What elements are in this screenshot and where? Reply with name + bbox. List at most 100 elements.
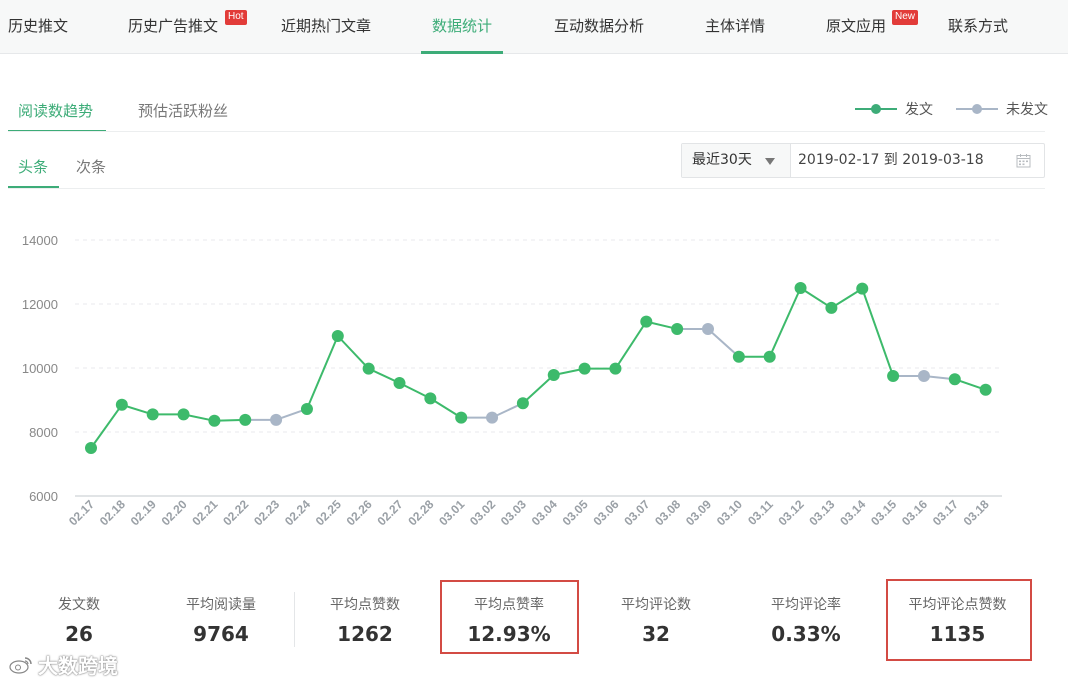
x-tick-label: 02.20 bbox=[159, 497, 190, 528]
x-tick-label: 03.09 bbox=[683, 497, 714, 528]
data-point-posted bbox=[732, 350, 745, 363]
series-line-segment bbox=[768, 287, 802, 358]
x-tick-label: 02.19 bbox=[128, 497, 159, 528]
nav-label: 主体详情 bbox=[705, 17, 766, 35]
x-tick-label: 03.15 bbox=[868, 497, 899, 528]
nav-hot-articles[interactable]: 近期热门文章 bbox=[281, 0, 371, 54]
tab-headline[interactable]: 头条 bbox=[18, 158, 49, 176]
series-line-segment bbox=[522, 374, 555, 404]
x-tick-label: 02.18 bbox=[97, 497, 128, 528]
x-tick-label: 03.05 bbox=[560, 497, 591, 528]
x-tick-label: 03.02 bbox=[467, 497, 498, 528]
stat-label: 平均评论数 bbox=[621, 597, 691, 613]
x-tick-label: 03.01 bbox=[436, 497, 467, 528]
divider bbox=[8, 131, 1045, 132]
x-tick-label: 02.27 bbox=[374, 497, 405, 528]
date-range-input[interactable]: 2019-02-17 到 2019-03-18 bbox=[798, 152, 984, 168]
tab-active-fans[interactable]: 预估活跃粉丝 bbox=[138, 102, 229, 120]
nav-label: 历史推文 bbox=[8, 17, 69, 35]
calendar-icon[interactable] bbox=[1016, 153, 1031, 168]
data-point-posted bbox=[856, 282, 869, 295]
x-tick-label: 02.22 bbox=[220, 497, 251, 528]
stat-label: 平均评论点赞数 bbox=[908, 597, 1007, 613]
nav-label: 历史广告推文 bbox=[128, 17, 219, 35]
legend-posted: 发文 bbox=[855, 99, 933, 119]
x-tick-label: 02.26 bbox=[344, 497, 375, 528]
nav-history-posts[interactable]: 历史推文 bbox=[8, 0, 68, 54]
series-line-segment bbox=[800, 287, 832, 309]
x-tick-label: 02.24 bbox=[282, 497, 313, 528]
x-tick-label: 03.04 bbox=[529, 497, 560, 528]
watermark: 大数跨境 bbox=[8, 650, 118, 679]
data-point-posted bbox=[177, 408, 190, 421]
nav-label: 数据统计 bbox=[432, 17, 493, 35]
stat-avg-comments: 平均评论数 32 bbox=[606, 594, 706, 646]
secondary-tab-underline bbox=[8, 186, 59, 188]
x-tick-label: 03.06 bbox=[590, 497, 621, 528]
nav-contact[interactable]: 联系方式 bbox=[948, 0, 1008, 54]
series-line-segment bbox=[614, 321, 648, 370]
highlight-box-comment-likes bbox=[886, 579, 1032, 661]
stat-value: 9764 bbox=[193, 622, 249, 646]
x-tick-label: 03.08 bbox=[652, 497, 683, 528]
y-tick-label: 12000 bbox=[22, 297, 58, 312]
x-tick-label: 02.23 bbox=[251, 497, 282, 528]
data-point-posted bbox=[825, 301, 838, 314]
stat-label: 发文数 bbox=[58, 597, 100, 613]
watermark-text: 大数跨境 bbox=[38, 654, 118, 678]
data-point-not-posted bbox=[917, 370, 930, 382]
x-tick-label: 03.07 bbox=[621, 497, 652, 528]
range-select[interactable]: 最近30天 bbox=[682, 144, 791, 177]
data-point-posted bbox=[671, 322, 684, 335]
stat-value: 1262 bbox=[337, 622, 393, 646]
stat-avg-likes: 平均点赞数 1262 bbox=[315, 594, 415, 646]
data-point-posted bbox=[362, 362, 375, 375]
stat-label: 平均评论率 bbox=[771, 597, 841, 613]
data-point-posted bbox=[979, 383, 992, 396]
data-point-posted bbox=[640, 315, 653, 328]
stat-value: 32 bbox=[642, 622, 670, 646]
data-point-posted bbox=[393, 377, 406, 390]
data-point-posted bbox=[85, 442, 97, 454]
tab-read-trend[interactable]: 阅读数趋势 bbox=[18, 102, 94, 120]
stat-avg-like-rate: 平均点赞率 12.93% bbox=[459, 594, 559, 646]
nav-history-ads[interactable]: 历史广告推文 bbox=[128, 0, 218, 54]
x-tick-label: 02.25 bbox=[313, 497, 344, 528]
stat-avg-comment-likes: 平均评论点赞数 1135 bbox=[895, 594, 1020, 646]
series-line-segment bbox=[429, 397, 462, 419]
data-point-posted bbox=[115, 398, 128, 411]
stat-value: 0.33% bbox=[771, 622, 841, 646]
nav-label: 互动数据分析 bbox=[554, 17, 645, 35]
range-select-label: 最近30天 bbox=[692, 152, 752, 168]
nav-entity-details[interactable]: 主体详情 bbox=[705, 0, 765, 54]
legend-not-posted-swatch bbox=[956, 99, 998, 119]
stat-label: 平均点赞数 bbox=[330, 597, 400, 613]
data-point-posted bbox=[455, 411, 468, 424]
x-tick-label: 03.18 bbox=[961, 497, 992, 528]
data-point-posted bbox=[547, 369, 560, 382]
stats-divider bbox=[294, 592, 295, 647]
stat-avg-reads: 平均阅读量 9764 bbox=[171, 594, 271, 646]
data-point-not-posted bbox=[270, 413, 283, 426]
series-line-segment bbox=[707, 328, 740, 358]
x-tick-label: 03.14 bbox=[837, 497, 868, 528]
series-line-segment bbox=[861, 288, 895, 377]
nav-original-app[interactable]: 原文应用 bbox=[826, 0, 886, 54]
data-point-posted bbox=[331, 330, 344, 342]
series-line-segment bbox=[306, 335, 339, 410]
legend-not-posted-label: 未发文 bbox=[1006, 102, 1048, 118]
data-point-not-posted bbox=[702, 322, 714, 335]
x-tick-label: 03.03 bbox=[498, 497, 529, 528]
nav-interaction-analysis[interactable]: 互动数据分析 bbox=[554, 0, 644, 54]
data-point-posted bbox=[609, 362, 622, 375]
data-point-posted bbox=[300, 402, 313, 415]
nav-data-stats[interactable]: 数据统计 bbox=[432, 0, 492, 54]
x-tick-label: 03.12 bbox=[776, 497, 807, 528]
data-point-posted bbox=[763, 350, 776, 363]
tab-secondary[interactable]: 次条 bbox=[76, 158, 107, 176]
stat-value: 1135 bbox=[929, 622, 986, 646]
data-point-posted bbox=[948, 373, 961, 386]
x-tick-label: 02.21 bbox=[189, 497, 220, 528]
stat-avg-comment-rate: 平均评论率 0.33% bbox=[756, 594, 856, 646]
data-point-posted bbox=[578, 362, 591, 375]
